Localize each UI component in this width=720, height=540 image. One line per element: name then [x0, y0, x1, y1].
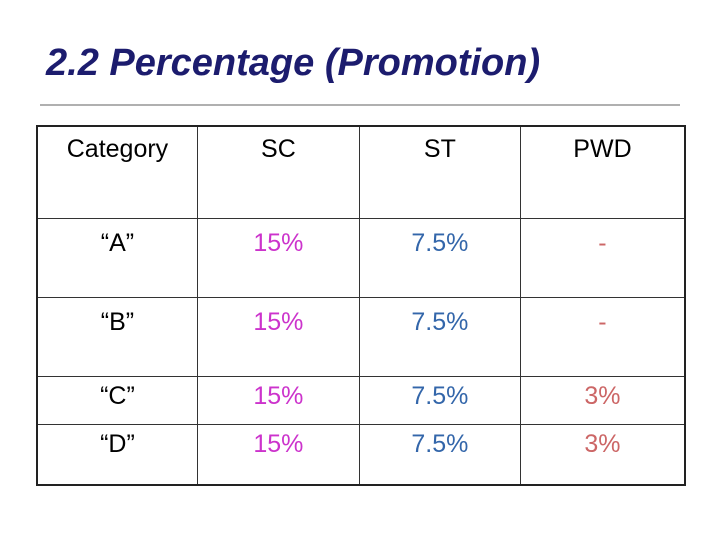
table-row: “D” 15% 7.5% 3% [36, 424, 686, 486]
table-row: “B” 15% 7.5% - [36, 297, 686, 377]
cell-st: 7.5% [358, 424, 521, 486]
slide-title: 2.2 Percentage (Promotion) [46, 42, 541, 84]
header-st: ST [358, 125, 521, 219]
cell-pwd: 3% [519, 376, 686, 425]
cell-st: 7.5% [358, 297, 521, 377]
cell-category: “A” [36, 218, 198, 298]
cell-pwd: - [519, 297, 686, 377]
cell-pwd: - [519, 218, 686, 298]
cell-sc: 15% [196, 297, 360, 377]
header-sc: SC [196, 125, 360, 219]
table-header-row: Category SC ST PWD [36, 125, 686, 219]
cell-category: “C” [36, 376, 198, 425]
cell-sc: 15% [196, 218, 360, 298]
header-pwd: PWD [519, 125, 686, 219]
cell-sc: 15% [196, 424, 360, 486]
cell-pwd: 3% [519, 424, 686, 486]
title-divider [40, 104, 680, 106]
cell-category: “D” [36, 424, 198, 486]
cell-category: “B” [36, 297, 198, 377]
cell-st: 7.5% [358, 218, 521, 298]
promotion-percentage-table: Category SC ST PWD “A” 15% 7.5% - “B” 15… [36, 125, 686, 486]
header-category: Category [36, 125, 198, 219]
table-row: “A” 15% 7.5% - [36, 218, 686, 298]
cell-st: 7.5% [358, 376, 521, 425]
table-row: “C” 15% 7.5% 3% [36, 376, 686, 425]
cell-sc: 15% [196, 376, 360, 425]
